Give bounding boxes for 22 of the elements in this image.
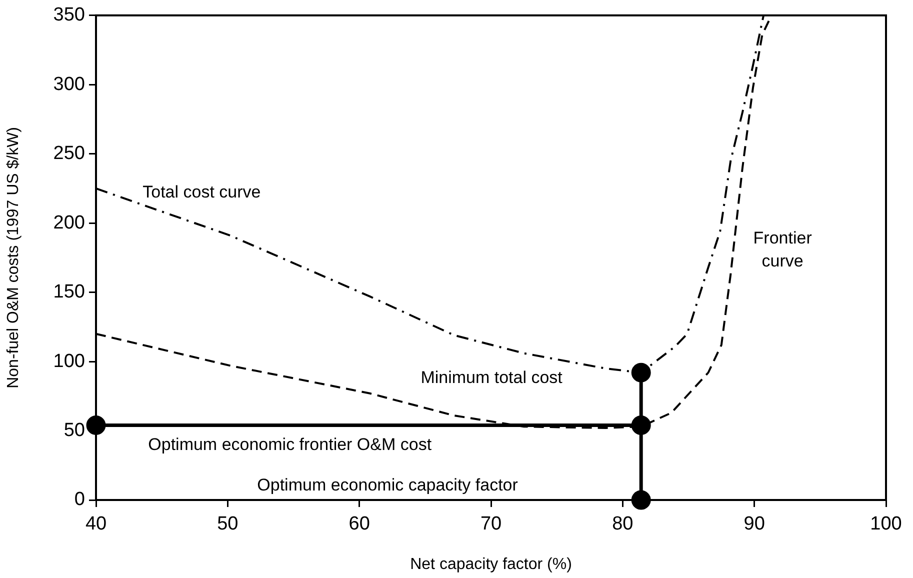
x-tick-label: 100 bbox=[870, 514, 902, 535]
x-tick-label: 40 bbox=[85, 514, 107, 535]
y-tick-label: 300 bbox=[53, 74, 85, 95]
annotation: Minimum total cost bbox=[420, 368, 563, 388]
annotation: Total cost curve bbox=[142, 182, 261, 202]
annotation: Optimum economic frontier O&M cost bbox=[148, 434, 432, 454]
y-tick-label: 250 bbox=[53, 143, 85, 164]
y-tick-label: 150 bbox=[53, 282, 85, 303]
x-tick-label: 90 bbox=[744, 514, 765, 535]
x-axis-title: Net capacity factor (%) bbox=[410, 556, 572, 573]
x-tick-label: 50 bbox=[217, 514, 238, 535]
annotation: Optimum economic capacity factor bbox=[257, 476, 518, 495]
y-tick-label: 200 bbox=[53, 212, 85, 234]
annotation: Frontier curve bbox=[753, 228, 812, 271]
y-axis-title: Non-fuel O&M costs (1997 US $/kW) bbox=[5, 126, 22, 388]
x-tick-label: 80 bbox=[612, 514, 634, 535]
y-tick-label: 100 bbox=[53, 350, 85, 372]
x-tick-label: 60 bbox=[348, 514, 370, 535]
y-tick-label: 0 bbox=[74, 489, 85, 510]
y-tick-label: 50 bbox=[64, 420, 85, 442]
y-tick-label: 350 bbox=[53, 4, 85, 26]
x-tick-label: 70 bbox=[480, 514, 502, 535]
